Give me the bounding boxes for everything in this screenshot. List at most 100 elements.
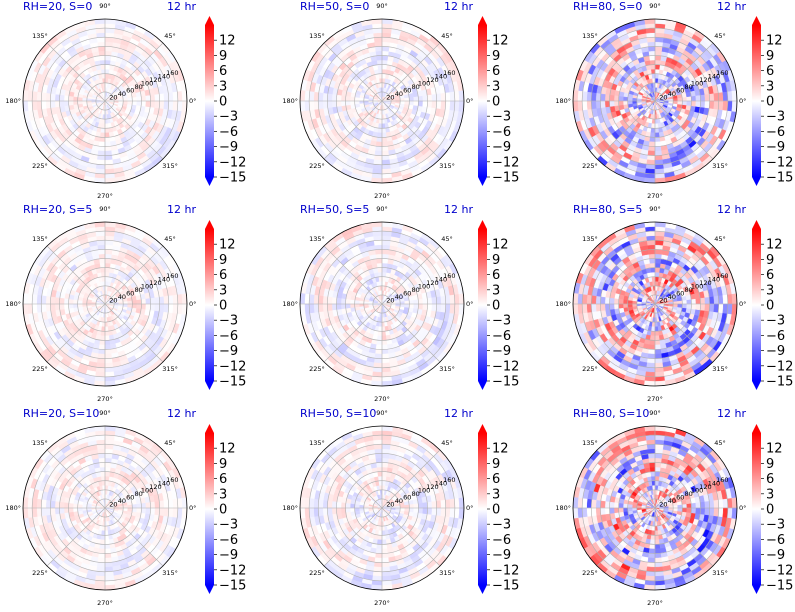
colorbar-tick-label: 6 (766, 64, 774, 79)
heatmap-cell (140, 100, 147, 107)
heatmap-cell (651, 326, 656, 332)
heatmap-cell (104, 276, 109, 282)
heatmap-cell (654, 159, 664, 165)
colorbar-body (752, 25, 761, 177)
radial-tick-label: 60 (403, 87, 411, 95)
heatmap-cell (654, 141, 662, 147)
theta-tick-label: 0° (189, 97, 196, 105)
theta-tick-label: 270° (647, 192, 663, 200)
heatmap-cell (654, 150, 663, 156)
colorbar-tick-label: 9 (492, 49, 500, 64)
colorbar-tick-label: −12 (219, 155, 246, 170)
heatmap-cell (127, 303, 133, 308)
heatmap-cell (699, 94, 706, 102)
heatmap-cell (695, 100, 701, 108)
heatmap-cell (377, 335, 383, 341)
heatmap-cell (381, 335, 387, 341)
heatmap-cell (426, 297, 433, 305)
heatmap-cell (54, 100, 61, 108)
theta-tick-label: 315° (439, 365, 455, 373)
heatmap-cell (354, 300, 360, 305)
heatmap-cell (308, 100, 315, 111)
heatmap-cell (600, 100, 606, 109)
colorbar-tick-label: 3 (219, 283, 227, 298)
heatmap-cell (104, 59, 111, 66)
heatmap-cell (340, 100, 347, 107)
heatmap-cell (381, 348, 389, 355)
heatmap-cell (54, 297, 61, 305)
heatmap-cell (104, 230, 115, 237)
heatmap-cell (381, 253, 389, 260)
heatmap-cell (650, 64, 656, 70)
theta-tick-label: 90° (376, 2, 388, 10)
heatmap-cell (381, 159, 391, 165)
colorbar-tick-label: −3 (492, 314, 511, 329)
colorbar-tick-label: 9 (219, 253, 227, 268)
colorbar-tick-label: 12 (492, 238, 509, 253)
heatmap-cell (686, 96, 692, 102)
heatmap-cell (104, 267, 110, 273)
heatmap-cell (654, 55, 662, 61)
heatmap-cell (713, 100, 719, 110)
theta-tick-label: 225° (32, 365, 48, 373)
heatmap-cell (54, 94, 61, 102)
heatmap-cell (31, 91, 38, 102)
colorbar-tick-label: −6 (766, 125, 785, 140)
heatmap-cell (104, 335, 110, 341)
heatmap-cell (713, 92, 719, 102)
colorbar-extend-low (478, 177, 487, 186)
colorbar-tick-label: −3 (766, 110, 785, 125)
heatmap-cell (97, 150, 106, 156)
heatmap-cell (96, 362, 106, 368)
heatmap-cell (408, 100, 415, 106)
heatmap-cell (99, 59, 106, 66)
heatmap-cell (172, 294, 179, 305)
heatmap-cell (104, 262, 111, 269)
panel-time-label: 12 hr (717, 0, 746, 13)
heatmap-cell (648, 145, 656, 152)
heatmap-cell (145, 94, 151, 102)
heatmap-cell (363, 98, 369, 102)
panel-time-label: 12 hr (444, 0, 473, 13)
theta-tick-label: 225° (32, 162, 48, 170)
colorbar-extend-high (205, 220, 214, 229)
heatmap-cell (50, 296, 56, 305)
heatmap-cell (336, 303, 342, 311)
heatmap-cell (413, 96, 419, 102)
heatmap-cell (417, 303, 424, 310)
theta-tick-label: 90° (649, 2, 661, 10)
colorbar-tick-label: −9 (766, 140, 785, 155)
heatmap-cell (627, 97, 633, 102)
heatmap-cell (41, 92, 47, 102)
heatmap-cell (381, 339, 388, 346)
heatmap-cell (722, 100, 729, 111)
theta-tick-label: 0° (466, 300, 473, 308)
heatmap-cell (399, 303, 405, 308)
heatmap-cell (154, 100, 160, 109)
heatmap-cell (363, 301, 369, 305)
colorbar-tick-label: 3 (766, 79, 774, 94)
heatmap-cell (654, 168, 665, 175)
heatmap-cell (104, 37, 114, 43)
colorbar-tick-label: −15 (766, 171, 793, 186)
heatmap-cell (50, 100, 56, 109)
heatmap-cell (308, 294, 315, 305)
heatmap-cell (654, 136, 661, 143)
colorbar-tick-label: −6 (219, 329, 238, 344)
heatmap-cell (426, 94, 433, 102)
heatmap-cell (652, 114, 656, 120)
panel: 0°45°90°135°180°225°270°315°20 40 60 801001… (555, 0, 793, 200)
heatmap-cell (145, 100, 151, 108)
radial-tick-label: 20 (386, 94, 394, 102)
heatmap-cell (374, 46, 383, 52)
heatmap-cell (431, 303, 437, 312)
heatmap-cell (722, 91, 729, 102)
heatmap-cell (327, 303, 333, 312)
radial-tick-label: 60 (126, 290, 134, 298)
theta-tick-label: 90° (99, 205, 111, 213)
panel-time-label: 12 hr (444, 203, 473, 216)
heatmap-cell (104, 285, 108, 291)
heatmap-cell (340, 95, 347, 102)
